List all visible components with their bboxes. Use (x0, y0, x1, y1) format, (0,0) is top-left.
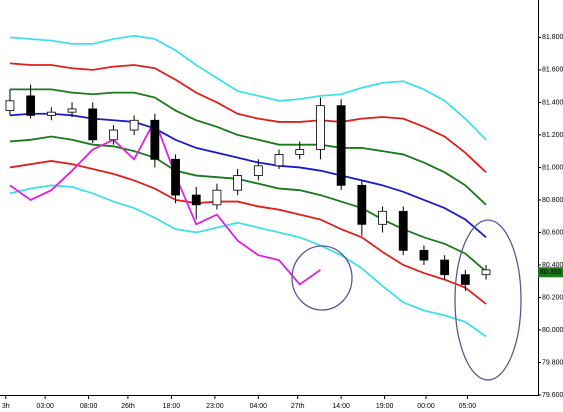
x-tick-label: 08:00 (80, 403, 98, 410)
candle-body (5, 100, 15, 111)
y-tick-label: 80.600 (542, 229, 563, 236)
x-tick-label: 27th (291, 403, 305, 410)
y-tick-label: 80.400 (542, 262, 563, 269)
last-price-box (538, 267, 563, 278)
candle-body (357, 184, 367, 225)
candle-body (129, 119, 139, 131)
x-tick-label: 23:00 (206, 403, 224, 410)
y-tick-label: 81.400 (542, 99, 563, 106)
highlight-ellipse (454, 219, 522, 381)
indicator-line (9, 160, 487, 305)
y-tick-label: 81.000 (542, 164, 563, 171)
candle-body (440, 259, 450, 276)
x-tick-label: 00:00 (417, 403, 435, 410)
candle-body (212, 189, 222, 206)
candle-body (398, 210, 408, 251)
candle-body (109, 129, 118, 141)
candle-body (419, 249, 429, 261)
x-tick-label: 26th (121, 403, 135, 410)
x-tick-label: 05:00 (459, 403, 477, 410)
plot-area (5, 34, 491, 338)
x-tick-label: 03:00 (36, 403, 54, 410)
candle-body (46, 111, 56, 116)
candle-body (481, 269, 491, 276)
y-tick-label: 80.200 (542, 294, 563, 301)
candle-body (67, 108, 77, 113)
indicator-line (9, 118, 321, 286)
last-price-label: 80.355 (540, 269, 562, 276)
x-tick-label: 04:00 (250, 403, 268, 410)
candle-body (336, 105, 346, 186)
indicator-line (9, 34, 487, 141)
candle-body (88, 108, 98, 141)
x-tick-label: 3h (2, 403, 10, 410)
candle-body (26, 95, 36, 116)
x-tick-label: 14:00 (332, 403, 350, 410)
candle-body (378, 210, 387, 225)
x-tick-label: 18:00 (163, 403, 181, 410)
candle-body (191, 194, 201, 206)
candle-body (295, 149, 305, 155)
y-tick-label: 81.200 (542, 132, 563, 139)
y-tick-label: 80.800 (542, 197, 563, 204)
y-tick-label: 79.600 (542, 392, 563, 399)
candle-body (274, 154, 284, 167)
y-tick-label: 80.000 (542, 327, 563, 334)
y-tick-label: 81.600 (542, 67, 563, 74)
indicator-line (9, 62, 487, 173)
y-tick-label: 81.800 (542, 34, 563, 41)
candle-body (460, 274, 470, 285)
highlight-ellipse (291, 245, 353, 311)
candle-body (171, 158, 180, 196)
candle-body (253, 165, 263, 176)
candle-body (316, 105, 325, 150)
y-tick-label: 79.800 (542, 359, 563, 366)
x-tick-label: 19:00 (376, 403, 394, 410)
indicator-line (9, 88, 487, 206)
candle-body (233, 175, 243, 191)
indicator-line (9, 184, 487, 338)
candle-body (150, 119, 160, 160)
